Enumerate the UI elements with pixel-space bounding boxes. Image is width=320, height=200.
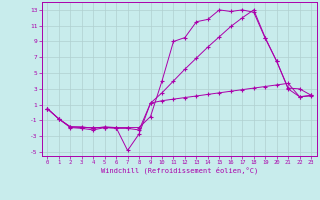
X-axis label: Windchill (Refroidissement éolien,°C): Windchill (Refroidissement éolien,°C) (100, 167, 258, 174)
